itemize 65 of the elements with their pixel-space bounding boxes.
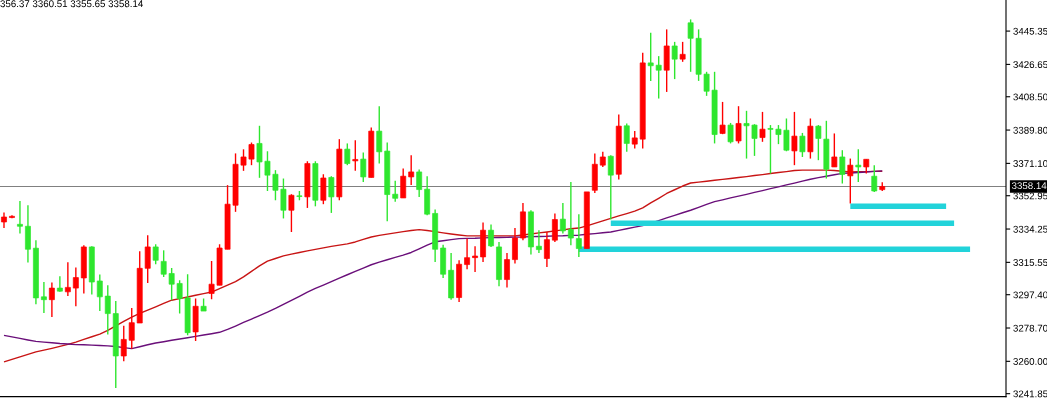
candlestick [831, 132, 838, 168]
candlestick [48, 281, 55, 318]
candlestick [671, 41, 678, 80]
candlestick [679, 41, 686, 63]
candlestick [72, 266, 79, 307]
y-tick-label: 3315.55 [1013, 259, 1047, 266]
candlestick [759, 111, 766, 143]
candlestick [472, 245, 478, 273]
candlestick [839, 149, 846, 185]
candlestick [64, 261, 71, 297]
candlestick [567, 181, 574, 247]
y-tick-label: 3278.70 [1013, 324, 1047, 332]
candlestick [735, 105, 742, 145]
candlestick [56, 275, 63, 293]
candlestick [120, 324, 127, 363]
candlestick [416, 168, 423, 198]
candlestick [288, 193, 295, 233]
candlestick [544, 231, 550, 268]
y-tick-label: 3334.25 [1013, 225, 1047, 233]
candlestick [791, 111, 798, 166]
candlestick [25, 204, 31, 264]
candlestick [575, 213, 582, 258]
y-tick-label: 3297.40 [1013, 291, 1047, 299]
candlestick [104, 284, 111, 336]
y-tick-label: 3445.35 [1013, 27, 1047, 35]
y-tick-label: 3389.80 [1013, 126, 1047, 134]
candlestick [400, 167, 407, 199]
candlestick [559, 202, 566, 235]
candlestick [488, 223, 494, 248]
candlestick [17, 200, 23, 235]
ref-line-label: 3358.14 [1011, 182, 1047, 190]
candlestick [607, 154, 614, 221]
candlestick [623, 122, 630, 153]
candlestick [376, 105, 383, 165]
candlestick [328, 175, 335, 214]
y-tick-label: 3426.65 [1013, 61, 1047, 69]
candlestick [536, 229, 542, 254]
candlestick [871, 164, 878, 193]
y-tick-label: 3371.10 [1013, 160, 1047, 167]
y-tick-label: 3241.85 [1013, 390, 1047, 398]
candlestick [144, 234, 151, 284]
candlestick [815, 124, 822, 161]
candlestick [320, 173, 327, 205]
candlestick [719, 101, 726, 135]
y-tick-label: 3260.00 [1013, 358, 1047, 365]
candlestick [128, 307, 135, 350]
candlestick [504, 252, 510, 289]
candlestick [464, 237, 470, 270]
annotation: 356.37 3360.51 3355.65 3358.14 [0, 0, 143, 8]
y-tick-label: 3408.50 [1013, 93, 1047, 101]
candlestick [96, 273, 103, 312]
candlestick [799, 132, 806, 158]
candlestick [360, 151, 367, 183]
candlestick [855, 148, 862, 183]
candlestick [727, 122, 734, 145]
candlestick [152, 243, 159, 265]
candlestick [392, 180, 399, 203]
candlestick [847, 157, 854, 205]
candlestick [41, 281, 47, 314]
candlestick [512, 227, 518, 265]
candlestick [408, 154, 415, 186]
candlestick [344, 142, 351, 166]
y-tick-label: 3352.95 [1013, 192, 1047, 200]
candlestick [551, 212, 558, 243]
candlestick [352, 139, 359, 172]
